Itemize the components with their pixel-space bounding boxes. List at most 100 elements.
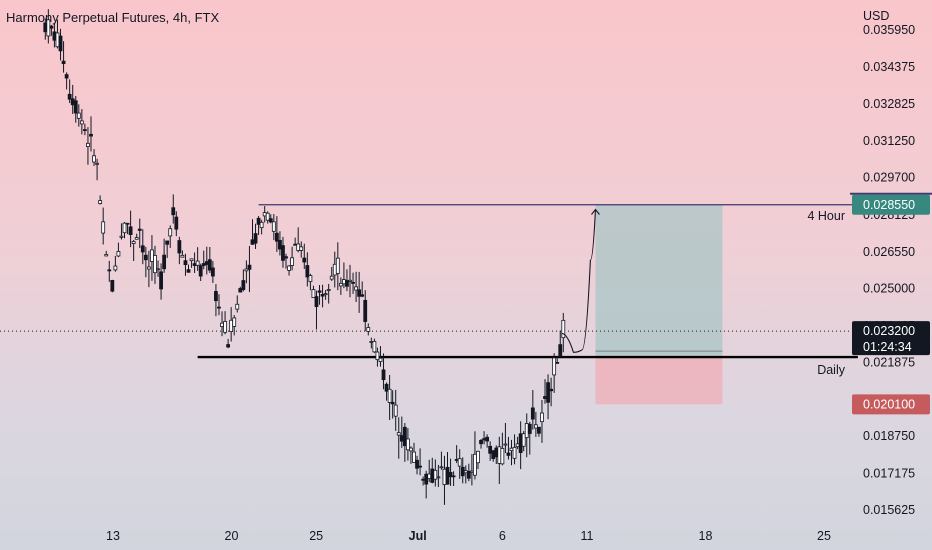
candle-body [424, 473, 429, 485]
candle-body [195, 260, 200, 266]
y-tick-label: 0.025000 [863, 282, 915, 296]
candle-body [253, 233, 258, 244]
currency-label: USD [863, 9, 889, 23]
candle-body [430, 468, 435, 483]
candle-body [494, 447, 499, 458]
candle-body [491, 450, 496, 459]
x-axis: 13 20 25 Jul 6 11 18 25 [106, 529, 831, 543]
candle-body [287, 265, 291, 271]
candle-body [101, 221, 106, 234]
projection-arrowhead [591, 208, 600, 215]
candle-body [314, 296, 319, 307]
candle-body [284, 256, 288, 259]
candle-body [351, 281, 355, 284]
candle-body [399, 435, 404, 442]
candle-body [402, 426, 407, 447]
candle-body [421, 478, 426, 481]
candle-body [335, 257, 340, 274]
candle-body [156, 268, 160, 271]
candle-body [183, 260, 188, 266]
target-zone [595, 204, 723, 358]
candle-body [131, 241, 136, 244]
candle-body [250, 239, 255, 245]
candle-body [436, 476, 441, 479]
candle-body [497, 446, 502, 464]
candle-body [153, 255, 157, 274]
candle-body [186, 269, 191, 273]
candle-body [110, 279, 115, 292]
candle-body [274, 232, 279, 242]
candle-body [415, 459, 419, 469]
y-tick-label: 0.034375 [863, 60, 915, 74]
candles [43, 9, 566, 505]
candle-body [146, 266, 151, 270]
x-tick-label: 11 [581, 529, 594, 543]
candle-body [58, 35, 63, 52]
candle-body [82, 129, 87, 131]
y-tick-label: 0.032825 [863, 97, 915, 111]
current-price-tag-text: 0.023200 [863, 324, 915, 338]
candle-body [104, 254, 109, 257]
candle-body [451, 475, 456, 478]
candle-body [198, 265, 203, 277]
x-tick-label: Jul [409, 529, 427, 543]
candle-body [515, 443, 520, 447]
x-tick-label: 13 [106, 529, 120, 543]
candle-body [524, 423, 529, 439]
candle-body [366, 327, 371, 332]
candle-body [299, 246, 304, 251]
candle-body [518, 433, 523, 453]
x-tick-label: 20 [225, 529, 239, 543]
candle-body [460, 466, 465, 477]
position-zones [595, 204, 723, 405]
candle-body [122, 222, 127, 234]
candle-body [326, 289, 331, 291]
candle-body [561, 319, 566, 339]
candle-body [527, 423, 532, 434]
y-tick-label: 0.017175 [863, 466, 915, 480]
candle-body [113, 265, 118, 271]
y-tick-label: 0.031250 [863, 134, 915, 148]
candle-body [220, 322, 224, 327]
stop-price-tag-text: 0.020100 [863, 397, 915, 411]
candle-body [174, 216, 179, 230]
candle-body [241, 280, 246, 291]
candle-body [192, 263, 197, 266]
candle-body [302, 257, 307, 263]
candle-body [107, 269, 112, 272]
candle-body [305, 265, 310, 278]
candle-body [332, 263, 337, 276]
candle-body [473, 453, 477, 476]
candle-body [189, 258, 194, 262]
candle-body [363, 299, 368, 322]
candle-body [479, 440, 483, 445]
candle-body [165, 240, 170, 245]
candle-body [506, 452, 511, 456]
candle-body [533, 424, 538, 429]
price-tags: 0.028550 0.023200 01:24:34 0.020100 [850, 192, 932, 415]
candle-body [238, 288, 243, 293]
candle-body [259, 221, 264, 229]
candle-body [235, 303, 240, 310]
x-tick-label: 25 [309, 529, 323, 543]
y-tick-label: 0.021875 [863, 355, 915, 369]
current-price-tag-text: 01:24:34 [863, 340, 912, 354]
candle-body [229, 319, 234, 333]
candle-body [92, 155, 96, 163]
candle-body [43, 22, 48, 33]
candle-body [98, 200, 103, 204]
candle-body [503, 443, 508, 446]
candle-body [476, 450, 480, 464]
candle-body [244, 268, 249, 272]
candle-body [418, 465, 422, 468]
candle-body [469, 470, 474, 473]
candle-body [64, 74, 69, 79]
candle-body [482, 438, 486, 441]
candle-body [210, 267, 215, 277]
x-tick-label: 6 [499, 529, 506, 543]
candle-body [247, 264, 252, 270]
candle-body [143, 254, 148, 261]
candle-body [442, 468, 447, 485]
